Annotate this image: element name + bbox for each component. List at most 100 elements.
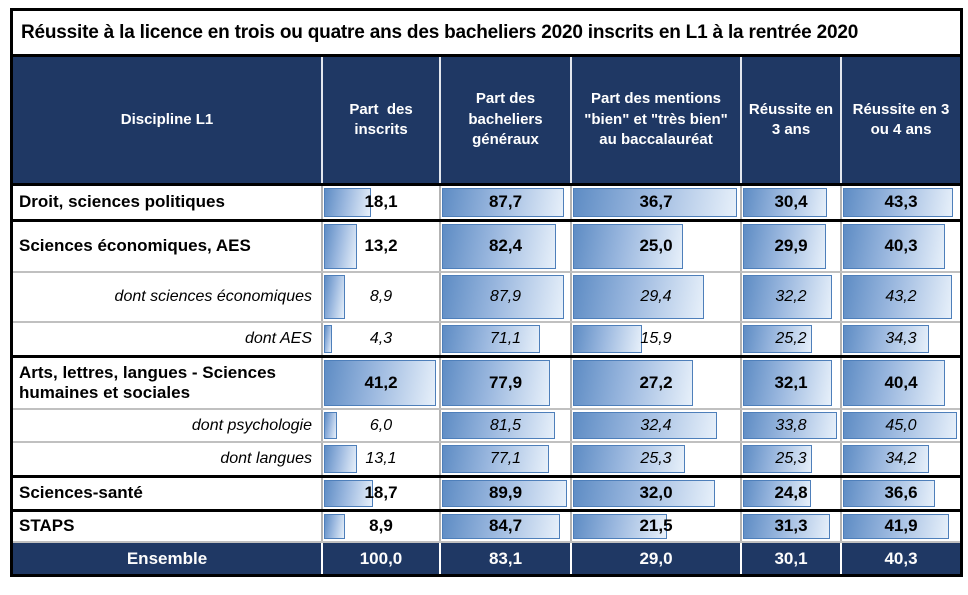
- value-text: 40,3: [884, 236, 918, 256]
- value-cell: 13,1: [322, 442, 441, 478]
- value-text: 29,4: [640, 288, 672, 305]
- data-bar: [442, 325, 541, 353]
- row-label: STAPS: [13, 510, 323, 543]
- data-bar: [743, 359, 833, 406]
- value-cell: 34,3: [841, 322, 960, 358]
- value-text: 40,4: [884, 372, 918, 392]
- data-bar: [442, 513, 560, 539]
- footer-label: Ensemble: [13, 542, 323, 574]
- data-bar: [843, 187, 953, 217]
- value-text: 4,3: [369, 329, 393, 347]
- footer-value: 100,0: [322, 542, 441, 574]
- data-bar: [573, 513, 668, 539]
- footer-row-ensemble: Ensemble 100,0 83,1 29,0 30,1 40,3: [13, 542, 960, 574]
- value-text: 34,2: [885, 449, 917, 467]
- value-cell: 43,3: [841, 184, 960, 222]
- data-bar: [573, 359, 694, 406]
- data-bar: [573, 412, 718, 439]
- data-bar: [843, 223, 945, 269]
- footer-value: 30,1: [741, 542, 842, 574]
- table-row: Droit, sciences politiques 18,1 87,7 36,7 30…: [13, 184, 960, 222]
- value-cell: 21,5: [571, 510, 742, 543]
- value-cell: 40,3: [841, 220, 960, 273]
- table-row: Sciences économiques, AES 13,2 82,4 25,0 29,…: [13, 220, 960, 273]
- data-bar: [324, 513, 346, 539]
- row-label: Sciences économiques, AES: [13, 220, 323, 273]
- value-text: 25,2: [775, 329, 807, 347]
- value-cell: 8,9: [322, 510, 441, 543]
- value-text: 33,8: [775, 416, 807, 434]
- value-cell: 13,2: [322, 220, 441, 273]
- value-cell: 27,2: [571, 356, 742, 410]
- value-cell: 89,9: [440, 476, 572, 512]
- data-bar: [573, 275, 704, 319]
- data-bar: [743, 187, 828, 217]
- data-bar: [573, 479, 716, 507]
- value-cell: 25,2: [741, 322, 842, 358]
- data-bar: [573, 223, 684, 269]
- value-cell: 24,8: [741, 476, 842, 512]
- table-title: Réussite à la licence en trois ou quatre…: [13, 11, 960, 57]
- value-cell: 31,3: [741, 510, 842, 543]
- value-text: 43,3: [884, 192, 918, 211]
- data-table: Discipline L1 Part des inscrits Part des b…: [13, 57, 960, 574]
- table-row: dont sciences économiques 8,9 87,9 29,4 32,2…: [13, 272, 960, 323]
- value-text: 32,0: [639, 483, 673, 502]
- value-cell: 15,9: [571, 322, 742, 358]
- table-row: Sciences-santé 18,7 89,9 32,0 24,8 36,6: [13, 476, 960, 512]
- footer-value: 40,3: [841, 542, 960, 574]
- value-text: 32,2: [775, 288, 807, 305]
- value-text: 77,1: [489, 449, 522, 467]
- value-text: 81,5: [489, 416, 522, 434]
- data-bar: [743, 325, 813, 353]
- data-bar: [324, 479, 373, 507]
- value-cell: 43,2: [841, 272, 960, 323]
- value-text: 77,9: [488, 372, 523, 392]
- value-text: 15,9: [640, 329, 672, 347]
- value-text: 25,0: [639, 236, 673, 256]
- value-cell: 33,8: [741, 409, 842, 443]
- value-text: 41,2: [364, 372, 398, 392]
- column-header-1: Part des inscrits: [322, 57, 441, 186]
- value-text: 18,7: [364, 483, 398, 502]
- value-cell: 25,0: [571, 220, 742, 273]
- data-bar: [442, 445, 549, 473]
- value-cell: 25,3: [741, 442, 842, 478]
- value-cell: 84,7: [440, 510, 572, 543]
- table-row: STAPS 8,9 84,7 21,5 31,3 41,9: [13, 510, 960, 543]
- value-cell: 32,4: [571, 409, 742, 443]
- value-text: 84,7: [488, 516, 523, 536]
- value-text: 89,9: [488, 483, 523, 502]
- value-cell: 36,7: [571, 184, 742, 222]
- value-text: 13,2: [364, 236, 398, 256]
- value-text: 36,7: [639, 192, 673, 211]
- data-bar: [843, 513, 949, 539]
- value-cell: 71,1: [440, 322, 572, 358]
- value-cell: 77,1: [440, 442, 572, 478]
- value-text: 36,6: [884, 483, 918, 502]
- data-bar: [324, 445, 357, 473]
- column-header-3: Part des mentions "bien" et "très bien" …: [571, 57, 742, 186]
- table-frame: Réussite à la licence en trois ou quatre…: [10, 8, 963, 577]
- value-text: 31,3: [774, 516, 808, 536]
- data-bar: [843, 412, 957, 439]
- value-cell: 18,1: [322, 184, 441, 222]
- value-text: 87,7: [488, 192, 523, 211]
- value-cell: 25,3: [571, 442, 742, 478]
- column-header-4: Réussite en 3 ans: [741, 57, 842, 186]
- row-label: dont langues: [13, 442, 323, 478]
- data-bar: [442, 359, 550, 406]
- table-row: dont langues 13,1 77,1 25,3 25,3 34,2: [13, 442, 960, 478]
- data-bar: [442, 275, 565, 319]
- value-text: 8,9: [369, 516, 393, 536]
- value-text: 18,1: [364, 192, 398, 211]
- value-text: 41,9: [884, 516, 918, 536]
- row-label: dont sciences économiques: [13, 272, 323, 323]
- value-text: 6,0: [369, 416, 393, 434]
- data-bar: [743, 412, 837, 439]
- value-text: 87,9: [489, 288, 522, 305]
- header-row: Discipline L1 Part des inscrits Part des b…: [13, 57, 960, 186]
- value-text: 71,1: [489, 329, 522, 347]
- value-cell: 87,7: [440, 184, 572, 222]
